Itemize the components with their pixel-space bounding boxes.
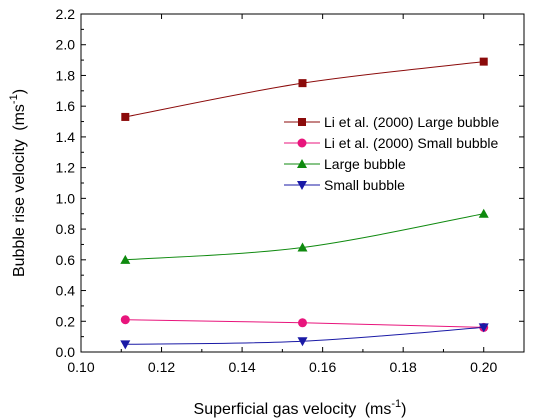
x-axis-unit-exponent: -1: [391, 398, 401, 410]
x-axis-unit: (ms: [365, 401, 392, 418]
data-point: [298, 318, 307, 328]
y-tick-label: 0.8: [56, 221, 76, 237]
y-tick-label: 2.2: [56, 6, 76, 22]
legend-label: Large bubble: [324, 156, 406, 172]
legend: Li et al. (2000) Large bubble Li et al. (…: [284, 114, 499, 193]
legend-item: Large bubble: [284, 156, 406, 172]
y-tick-label: 0.0: [56, 344, 76, 360]
data-point: [297, 337, 308, 347]
x-tick-label: 0.16: [309, 359, 336, 375]
legend-label: Li et al. (2000) Large bubble: [324, 114, 499, 130]
data-point: [120, 340, 131, 350]
series-3: [120, 208, 489, 264]
data-point: [479, 57, 488, 66]
legend-marker: [297, 181, 307, 190]
series-line: [125, 213, 484, 261]
y-axis-unit-close: ): [11, 89, 28, 94]
series-group: [120, 57, 489, 350]
series-line: [125, 61, 484, 118]
y-axis-label-text: Bubble rise velocity: [11, 139, 28, 277]
x-axis-unit-close: ): [401, 401, 406, 418]
series-4: [120, 323, 489, 350]
y-tick-label: 2.0: [56, 37, 76, 53]
x-tick-label: 0.10: [67, 359, 94, 375]
legend-marker: [297, 138, 307, 148]
data-point: [120, 315, 130, 325]
data-point: [297, 242, 308, 252]
y-tick-label: 1.2: [56, 160, 76, 176]
series-2: [120, 315, 489, 332]
legend-marker: [297, 159, 307, 168]
x-tick-label: 0.12: [148, 359, 175, 375]
y-tick-label: 1.6: [56, 98, 76, 114]
x-axis-label: Superficial gas velocity (ms-1): [194, 398, 407, 418]
y-tick-label: 0.2: [56, 313, 76, 329]
data-point: [121, 112, 130, 121]
y-tick-label: 0.4: [56, 283, 76, 299]
data-point: [120, 254, 131, 264]
y-axis-unit-exponent: -1: [8, 94, 20, 104]
data-point: [478, 323, 489, 333]
legend-label: Li et al. (2000) Small bubble: [324, 135, 499, 151]
data-point: [478, 208, 489, 218]
y-tick-label: 0.6: [56, 252, 76, 268]
legend-item: Li et al. (2000) Small bubble: [284, 135, 499, 151]
y-axis-unit: (ms: [11, 104, 28, 131]
y-tick-label: 1.8: [56, 67, 76, 83]
y-axis-label: Bubble rise velocity (ms-1): [8, 89, 28, 277]
legend-marker: [298, 118, 306, 126]
x-tick-label: 0.18: [390, 359, 417, 375]
axes: 0.10 0.12 0.14 0.16 0.18 0.20 0.0 0.2 0.4 0.6 0.8 1…: [56, 6, 525, 375]
legend-item: Small bubble: [284, 177, 405, 193]
y-tick-label: 1.0: [56, 190, 76, 206]
data-point: [298, 79, 307, 88]
x-tick-label: 0.14: [228, 359, 255, 375]
legend-item: Li et al. (2000) Large bubble: [284, 114, 499, 130]
series-1: [121, 57, 488, 121]
x-axis-label-text: Superficial gas velocity: [194, 401, 357, 418]
y-tick-label: 1.4: [56, 129, 76, 145]
legend-label: Small bubble: [324, 177, 405, 193]
x-tick-label: 0.20: [470, 359, 497, 375]
